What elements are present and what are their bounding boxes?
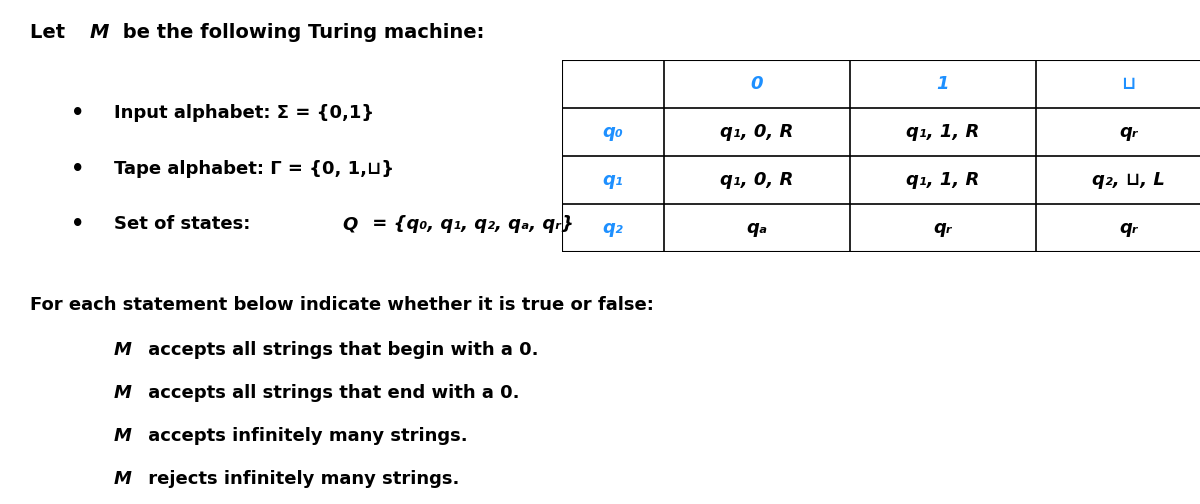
Text: Q: Q — [342, 215, 358, 233]
Text: qᵣ: qᵣ — [934, 219, 952, 237]
Text: Let: Let — [30, 23, 72, 42]
Text: be the following Turing machine:: be the following Turing machine: — [116, 23, 485, 42]
Text: q₁, 0, R: q₁, 0, R — [720, 123, 793, 141]
Text: accepts infinitely many strings.: accepts infinitely many strings. — [142, 427, 467, 445]
Text: q₁: q₁ — [602, 171, 623, 189]
Text: q₁, 1, R: q₁, 1, R — [906, 171, 979, 189]
Text: accepts all strings that end with a 0.: accepts all strings that end with a 0. — [142, 384, 520, 402]
Text: = {q₀, q₁, q₂, qₐ, qᵣ}: = {q₀, q₁, q₂, qₐ, qᵣ} — [366, 215, 574, 233]
Text: For each statement below indicate whether it is true or false:: For each statement below indicate whethe… — [30, 296, 654, 314]
Text: rejects infinitely many strings.: rejects infinitely many strings. — [142, 470, 458, 488]
Text: •: • — [71, 103, 85, 123]
Text: q₁, 0, R: q₁, 0, R — [720, 171, 793, 189]
Text: Set of states:: Set of states: — [114, 215, 251, 233]
Text: qₐ: qₐ — [746, 219, 767, 237]
Text: M: M — [114, 470, 132, 488]
Text: qᵣ: qᵣ — [1120, 219, 1138, 237]
Text: 1: 1 — [936, 76, 949, 93]
Text: Input alphabet: Σ = {0,1}: Input alphabet: Σ = {0,1} — [114, 104, 374, 122]
Text: M: M — [114, 341, 132, 359]
Text: q₁, 1, R: q₁, 1, R — [906, 123, 979, 141]
Text: q₀: q₀ — [602, 123, 623, 141]
Text: M: M — [90, 23, 109, 42]
Text: M: M — [114, 427, 132, 445]
Text: q₂, ⊔, L: q₂, ⊔, L — [1092, 171, 1165, 189]
Text: accepts all strings that begin with a 0.: accepts all strings that begin with a 0. — [142, 341, 538, 359]
Text: M: M — [114, 384, 132, 402]
Text: ⊔: ⊔ — [1122, 76, 1135, 93]
Text: 0: 0 — [750, 76, 763, 93]
Text: •: • — [71, 214, 85, 234]
Text: Tape alphabet: Γ = {0, 1,⊔}: Tape alphabet: Γ = {0, 1,⊔} — [114, 160, 394, 178]
Text: qᵣ: qᵣ — [1120, 123, 1138, 141]
Text: q₂: q₂ — [602, 219, 623, 237]
Text: •: • — [71, 159, 85, 179]
